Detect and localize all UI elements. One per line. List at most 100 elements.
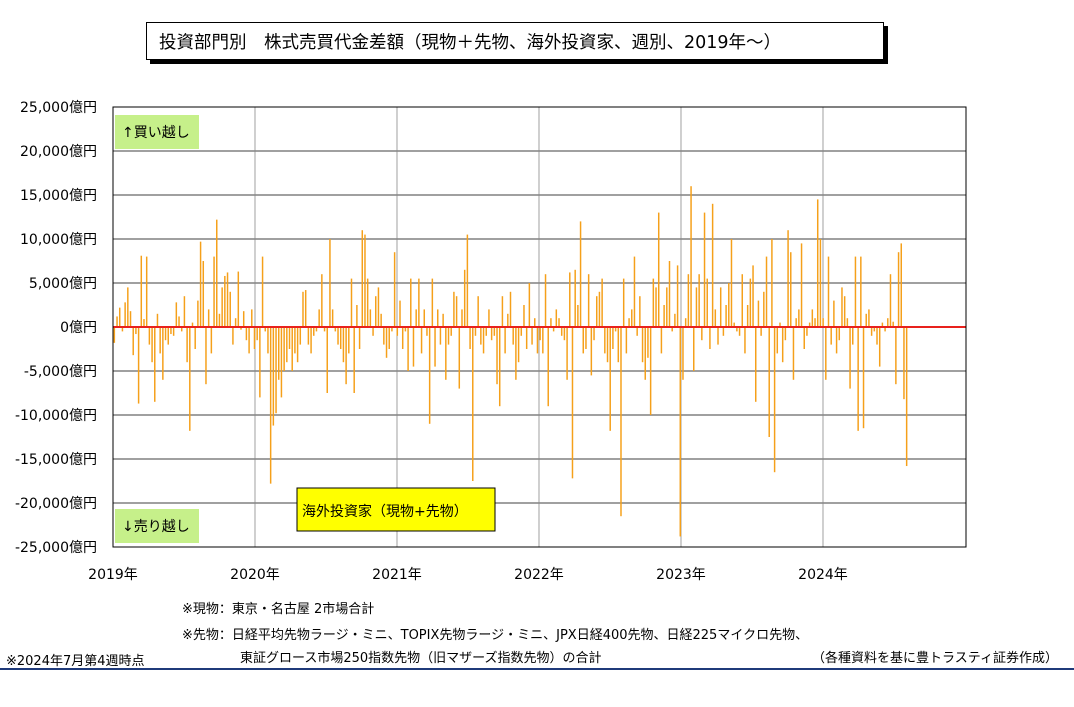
bar: [229, 291, 231, 327]
bar: [892, 321, 894, 327]
bar: [719, 287, 722, 327]
bar: [606, 327, 609, 363]
bar: [310, 327, 312, 354]
note-asof: ※2024年7月第4週時点: [6, 654, 145, 669]
bar: [442, 313, 444, 327]
bar: [528, 283, 531, 327]
bar: [259, 327, 261, 398]
bar: [364, 234, 366, 327]
bar: [544, 274, 547, 327]
bar: [900, 243, 903, 327]
bar: [631, 309, 633, 327]
bar: [463, 269, 466, 327]
bar: [404, 327, 407, 332]
x-tick-label: 2020年: [230, 567, 280, 583]
bar: [175, 302, 178, 327]
bar: [604, 327, 606, 354]
bar: [269, 327, 272, 484]
bar: [461, 309, 463, 327]
y-tick-label: 10,000億円: [20, 232, 97, 248]
bar: [418, 278, 420, 327]
bar: [647, 327, 649, 358]
y-tick-label: -5,000億円: [24, 364, 97, 380]
bar: [216, 219, 218, 327]
bar: [738, 327, 741, 336]
bar: [137, 327, 140, 404]
bar: [342, 327, 345, 363]
x-tick-label: 2021年: [372, 567, 422, 583]
bar: [420, 327, 423, 354]
bar: [617, 327, 620, 363]
sell-label: ↓売り越し: [122, 519, 190, 535]
buy-label: ↑買い越し: [122, 125, 190, 141]
bar: [504, 327, 506, 354]
bar: [118, 307, 121, 327]
note-sakimono-2: 東証グロース市場250指数先物（旧マザーズ指数先物）の合計: [240, 651, 602, 666]
chart-title: 投資部門別 株式売買代金差額（現物＋先物、海外投資家、週別、2019年～）: [146, 22, 884, 60]
bar: [873, 327, 876, 332]
bar: [698, 274, 700, 327]
bar: [822, 318, 824, 327]
bar: [798, 309, 800, 327]
bar: [636, 327, 638, 336]
bar: [806, 327, 808, 336]
bar: [614, 327, 617, 332]
bar: [159, 327, 161, 354]
bar: [655, 287, 657, 327]
bar: [889, 274, 892, 327]
bar: [507, 313, 509, 327]
bar: [380, 313, 382, 327]
bar: [393, 252, 396, 327]
bar: [803, 327, 805, 349]
bar: [682, 327, 684, 380]
bar: [897, 252, 900, 327]
bar: [488, 309, 490, 327]
bar: [674, 313, 676, 327]
bar: [288, 327, 291, 349]
bar: [515, 327, 517, 380]
bar: [453, 291, 455, 327]
bar: [649, 327, 652, 415]
bar: [693, 327, 695, 371]
bar: [792, 327, 795, 380]
bar: [323, 327, 326, 332]
bar: [304, 290, 307, 327]
bar: [741, 274, 744, 327]
bar: [345, 327, 347, 385]
bar: [725, 305, 727, 327]
bar: [560, 327, 563, 336]
bar: [757, 300, 760, 327]
bar: [202, 261, 205, 327]
bar: [684, 318, 687, 327]
y-tick-label: 5,000億円: [29, 276, 97, 292]
bar: [722, 327, 725, 336]
bar: [765, 256, 768, 327]
bar: [154, 327, 156, 402]
x-tick-label: 2019年: [88, 567, 138, 583]
bar: [773, 327, 776, 473]
bar: [531, 327, 533, 345]
bar: [221, 287, 223, 327]
bar: [595, 296, 598, 327]
bar: [582, 327, 585, 354]
bar: [849, 327, 851, 389]
bar: [876, 327, 878, 345]
y-tick-label: -10,000億円: [15, 408, 97, 424]
bar: [412, 327, 415, 367]
bar: [213, 256, 215, 327]
bar: [663, 305, 665, 327]
bar: [569, 272, 571, 327]
bar: [525, 327, 528, 349]
bar: [234, 318, 237, 327]
bar: [156, 313, 159, 327]
bar: [207, 309, 210, 327]
bar: [172, 327, 175, 336]
bar: [841, 287, 843, 327]
bar: [736, 327, 738, 332]
bar: [795, 318, 797, 327]
bar: [811, 309, 814, 327]
bar: [771, 239, 773, 327]
bar: [781, 327, 784, 363]
bar: [267, 327, 269, 354]
x-tick-label: 2024年: [798, 567, 848, 583]
